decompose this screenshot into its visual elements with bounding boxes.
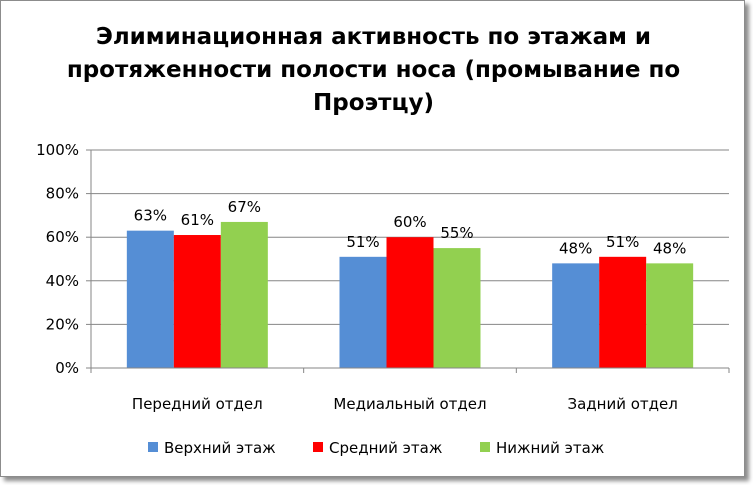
x-tick-label: Задний отдел (567, 395, 677, 413)
data-label: 55% (440, 224, 473, 242)
y-tick-label: 40% (46, 272, 79, 290)
bar (646, 263, 694, 368)
legend: Верхний этаж Средний этаж Нижний этаж (148, 439, 604, 457)
legend-swatch (313, 442, 323, 452)
chart-frame: Элиминационная активность по этажам и пр… (0, 0, 745, 477)
data-label: 51% (606, 233, 639, 251)
bars (126, 221, 694, 368)
y-tick-label: 60% (46, 228, 79, 246)
legend-label: Нижний этаж (496, 439, 604, 457)
bar (339, 256, 387, 368)
y-tick-label: 20% (46, 315, 79, 333)
legend-label: Верхний этаж (164, 439, 276, 457)
data-label: 51% (346, 233, 379, 251)
bar (552, 263, 600, 368)
y-tick-label: 80% (46, 185, 79, 203)
data-label: 60% (393, 213, 426, 231)
bar (126, 230, 174, 368)
legend-swatch (148, 442, 158, 452)
chart-title: Элиминационная активность по этажам и пр… (66, 24, 681, 116)
data-label: 63% (134, 207, 167, 225)
bar (173, 235, 221, 368)
data-labels: 63% 61% 67% 51% 60% 55% 48% 51% 48% (134, 198, 687, 257)
bar (386, 237, 434, 368)
data-label: 67% (228, 198, 261, 216)
x-tick-label: Передний отдел (132, 395, 263, 413)
legend-label: Средний этаж (329, 439, 442, 457)
axes: 0% 20% 40% 60% 80% 100% Передний отдел Медиальн… (36, 141, 730, 413)
bar (433, 248, 481, 368)
bar (599, 256, 647, 368)
data-label: 48% (653, 239, 686, 257)
y-tick-label: 0% (55, 359, 79, 377)
legend-swatch (480, 442, 490, 452)
bar (220, 221, 268, 368)
data-label: 61% (181, 211, 214, 229)
data-label: 48% (559, 239, 592, 257)
x-tick-label: Медиальный отдел (333, 395, 486, 413)
y-tick-label: 100% (36, 141, 79, 159)
